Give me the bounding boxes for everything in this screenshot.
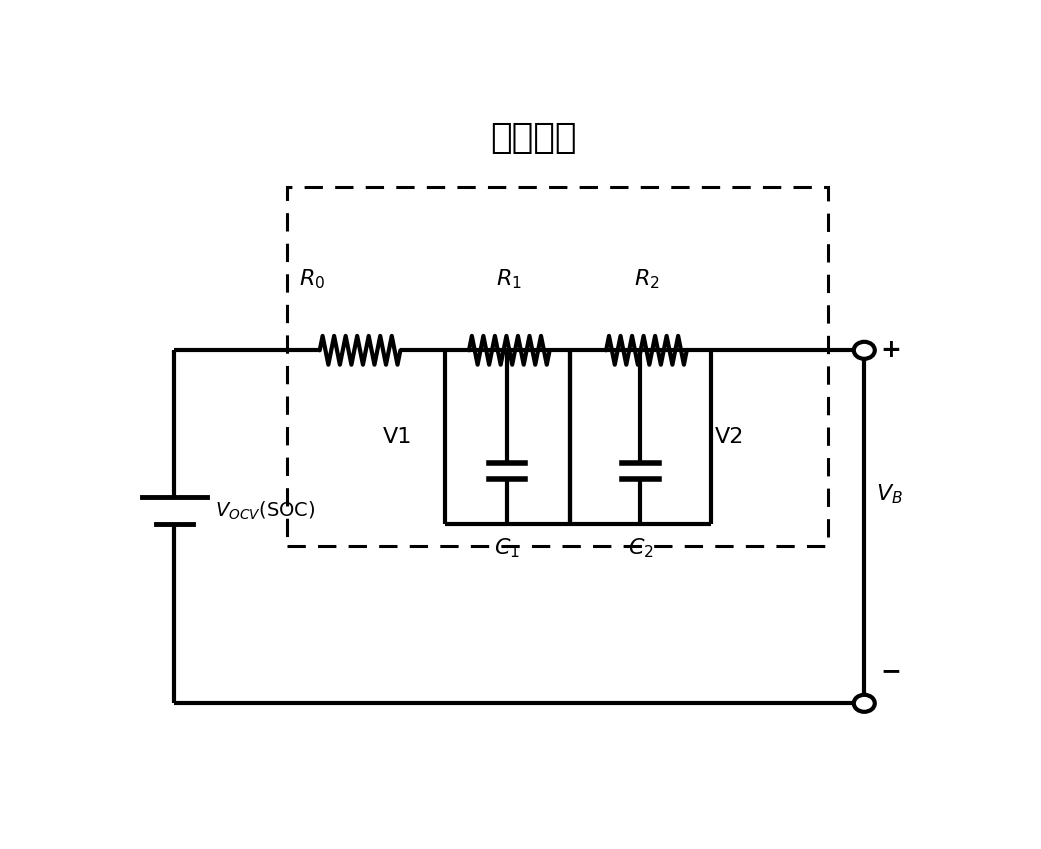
Circle shape: [854, 694, 874, 711]
Bar: [287, 187, 828, 547]
Text: +: +: [881, 338, 902, 363]
Text: $R_0$: $R_0$: [299, 268, 325, 291]
Text: −: −: [881, 659, 902, 683]
Text: $R_1$: $R_1$: [497, 268, 523, 291]
Text: $C_2$: $C_2$: [628, 537, 654, 560]
Text: $V_{OCV}$(SOC): $V_{OCV}$(SOC): [214, 499, 315, 521]
Text: 等效阻抗: 等效阻抗: [490, 121, 577, 155]
Text: V1: V1: [383, 427, 412, 447]
Text: $V_B$: $V_B$: [877, 482, 904, 506]
Text: V2: V2: [715, 427, 744, 447]
Text: $C_1$: $C_1$: [494, 537, 520, 560]
Text: $R_2$: $R_2$: [634, 268, 659, 291]
Circle shape: [854, 342, 874, 359]
